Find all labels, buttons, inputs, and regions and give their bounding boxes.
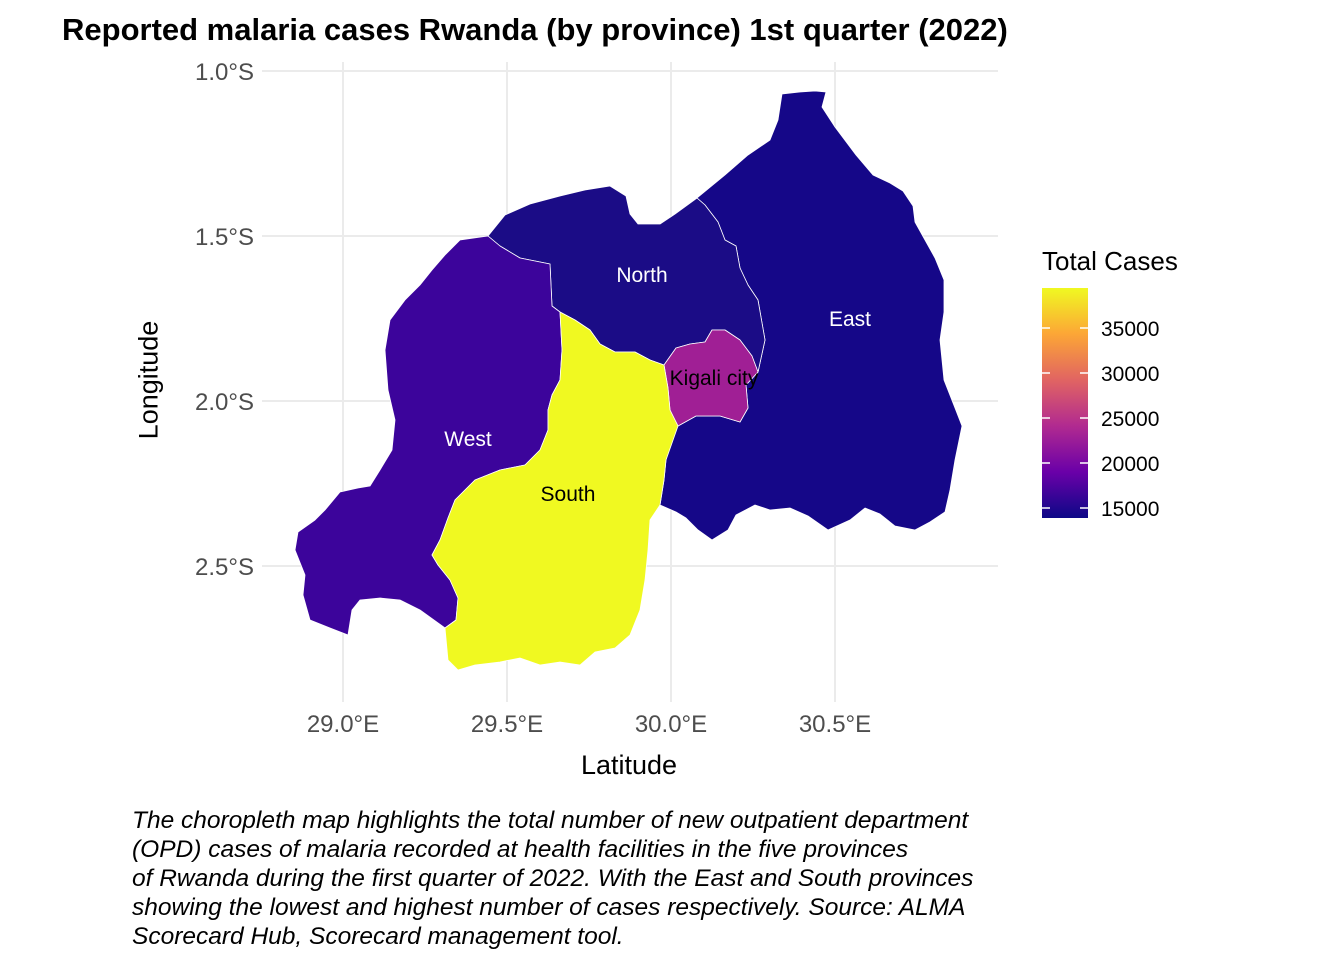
region-south[interactable] [431,311,679,671]
y-tick-label: 2.5°S [195,554,254,581]
caption-line: of Rwanda during the first quarter of 20… [132,865,974,892]
x-tick-label: 30.5°E [799,711,871,738]
legend-colorbar [1042,288,1088,518]
legend-tick-label: 25000 [1101,408,1159,431]
legend-tick-label: 20000 [1101,453,1159,476]
region-label-north: North [616,264,667,287]
caption-line: (OPD) cases of malaria recorded at healt… [132,836,909,863]
x-tick-label: 29.0°E [307,711,379,738]
region-label-west: West [444,428,492,451]
x-axis-label: Latitude [580,750,678,780]
region-label-east: East [829,308,871,331]
caption-line: The choropleth map highlights the total … [132,807,969,834]
y-axis-label: Longitude [133,320,164,440]
map-title: Reported malaria cases Rwanda (by provin… [62,12,1008,47]
y-tick-label: 2.0°S [195,389,254,416]
legend-tick-label: 30000 [1101,363,1159,386]
caption-line: Scorecard Hub, Scorecard management tool… [132,923,624,950]
legend-tick-label: 15000 [1101,498,1159,521]
region-label-kigali-city: Kigali city [670,367,759,390]
map-caption: The choropleth map highlights the total … [132,806,1132,951]
caption-line: showing the lowest and highest number of… [132,894,966,921]
legend-title: Total Cases [1042,246,1178,276]
legend-ticks [1042,327,1088,509]
legend-tick-label: 35000 [1101,318,1159,341]
x-tick-label: 29.5°E [471,711,543,738]
y-tick-label: 1.0°S [195,59,254,86]
x-tick-label: 30.0°E [635,711,707,738]
region-label-south: South [541,483,596,506]
y-tick-label: 1.5°S [195,224,254,251]
